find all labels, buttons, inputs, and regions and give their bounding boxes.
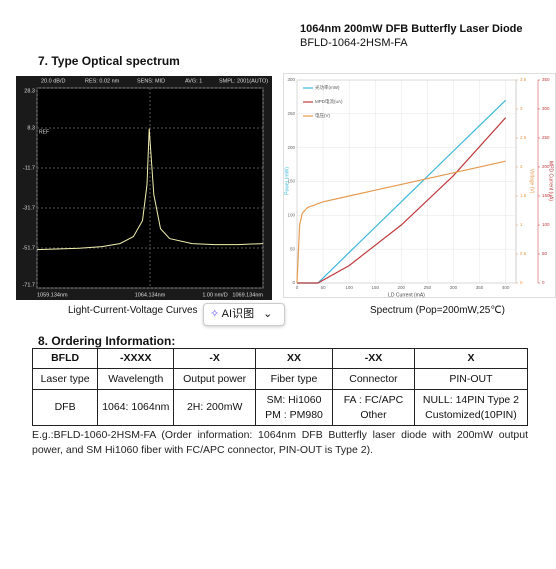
x-tick-label: 0 bbox=[296, 285, 299, 290]
y3-tick-label: 50 bbox=[542, 251, 548, 256]
table-cell: -XXXX bbox=[97, 348, 175, 369]
y2-tick-label: 0.5 bbox=[520, 251, 527, 256]
table-cell: X bbox=[413, 348, 529, 369]
legend-label: MPD电流(uA) bbox=[315, 98, 343, 105]
table-cell: BFLD bbox=[31, 348, 99, 369]
y-tick-label: -11.7 bbox=[23, 165, 35, 171]
x-tick-label: 150 bbox=[371, 285, 379, 290]
x-tick-label: 400 bbox=[502, 285, 510, 290]
y2-tick-label: 3.5 bbox=[520, 77, 527, 82]
order-table: BFLD -XXXX -X XX -XX X Laser type Wavelength Out… bbox=[31, 348, 529, 426]
table-cell: Wavelength bbox=[97, 368, 175, 390]
info-label: SMPL: 2001(AUTO) bbox=[219, 78, 268, 84]
y-tick-label: 50 bbox=[290, 246, 296, 251]
liv-chart: 0 50 100 150 200 250 300 350 4000501001502002503… bbox=[283, 73, 556, 298]
part-number: BFLD-1064-2HSM-FA bbox=[300, 37, 408, 49]
y2-axis-title: Voltage (V) bbox=[529, 169, 535, 194]
caption: Spectrum (Pop=200mW,25℃) bbox=[370, 305, 505, 316]
y-tick-label: -31.7 bbox=[22, 205, 35, 211]
table-cell: PIN-OUT bbox=[413, 368, 529, 390]
table-cell: 1064: 1064nm bbox=[97, 389, 175, 426]
table-row: BFLD -XXXX -X XX -XX X bbox=[31, 348, 529, 369]
y-tick-label: -51.7 bbox=[22, 245, 35, 251]
section-heading: 7. Type Optical spectrum bbox=[38, 54, 180, 68]
info-label: RES: 0.02 nm bbox=[85, 78, 120, 84]
spectrum-chart: 20.0 dB/D RES: 0.02 nm SENS: MID AVG: 1 SMPL… bbox=[16, 76, 272, 300]
table-cell: Connector bbox=[332, 368, 415, 390]
x-tick-label: 250 bbox=[424, 285, 432, 290]
y2-tick-label: 2 bbox=[520, 164, 523, 169]
table-cell: Laser type bbox=[31, 368, 99, 390]
y2-tick-label: 3 bbox=[520, 106, 523, 111]
legend-label: 光功率(mW) bbox=[315, 84, 340, 91]
data-line bbox=[297, 117, 507, 284]
y-tick-label: 250 bbox=[287, 111, 295, 116]
y-tick-label: 150 bbox=[287, 179, 295, 184]
span-label: 1.00 nm/D bbox=[202, 292, 227, 298]
ai-button-label: AI识图 bbox=[221, 308, 255, 320]
y-tick-label: 28.3 bbox=[24, 88, 35, 94]
legend-label: 电压(V) bbox=[315, 112, 330, 119]
caption: Light-Current-Voltage Curves bbox=[68, 305, 198, 316]
info-label: AVG: 1 bbox=[185, 78, 202, 84]
table-cell: SM: Hi1060 PM : PM980 bbox=[255, 389, 334, 426]
y-tick-label: 200 bbox=[287, 145, 295, 150]
y-tick-label: 0 bbox=[292, 280, 295, 285]
x-tick-label: 100 bbox=[345, 285, 353, 290]
y-tick-label: 300 bbox=[287, 77, 295, 82]
y-tick-label: 8.3 bbox=[27, 125, 35, 131]
table-cell: NULL: 14PIN Type 2 Customized(10PIN) bbox=[413, 389, 529, 426]
table-cell: Output power bbox=[173, 368, 257, 390]
table-cell: -XX bbox=[332, 348, 415, 369]
x-tick-label: 300 bbox=[450, 285, 458, 290]
y2-tick-label: 1 bbox=[520, 222, 523, 227]
table-cell: 2H: 200mW bbox=[173, 389, 257, 426]
x-tick-label: 50 bbox=[321, 285, 327, 290]
ai-button[interactable]: ✧ AI识图 ⌄ bbox=[203, 303, 285, 326]
doc-title: 1064nm 200mW DFB Butterfly Laser Diode bbox=[300, 23, 523, 35]
info-label: 20.0 dB/D bbox=[41, 78, 65, 84]
y3-tick-label: 100 bbox=[542, 222, 550, 227]
y3-tick-label: 250 bbox=[542, 135, 550, 140]
x-tick-label: 350 bbox=[476, 285, 484, 290]
y3-tick-label: 150 bbox=[542, 193, 550, 198]
data-line bbox=[296, 160, 506, 284]
y3-tick-label: 300 bbox=[542, 106, 550, 111]
y2-tick-label: 1.5 bbox=[520, 193, 527, 198]
example-text: E.g.:BFLD-1060-2HSM-FA (Order informatio… bbox=[32, 429, 528, 456]
section-heading: 8. Ordering Information: bbox=[38, 334, 176, 348]
table-cell: -X bbox=[173, 348, 257, 369]
table-cell: DFB bbox=[31, 389, 99, 426]
x-tick-label: 1069.134nm bbox=[232, 292, 263, 298]
table-row: DFB 1064: 1064nm 2H: 200mW SM: Hi1060 PM : … bbox=[31, 389, 529, 426]
y3-tick-label: 0 bbox=[542, 280, 545, 285]
table-cell: FA : FC/APC Other bbox=[332, 389, 415, 426]
y3-axis-title: MPD Current (uA) bbox=[548, 161, 554, 201]
x-tick-label: 1064.134nm bbox=[135, 292, 166, 298]
y2-tick-label: 2.5 bbox=[520, 135, 527, 140]
info-label: SENS: MID bbox=[137, 78, 165, 84]
y2-tick-label: 0 bbox=[520, 280, 523, 285]
x-axis-title: LD Current (mA) bbox=[388, 292, 425, 298]
table-cell: XX bbox=[255, 348, 334, 369]
x-tick-label: 1059.134nm bbox=[37, 292, 68, 298]
y3-tick-label: 350 bbox=[542, 77, 550, 82]
ref-label: REF bbox=[39, 129, 49, 135]
x-tick-label: 200 bbox=[398, 285, 406, 290]
data-line bbox=[36, 128, 264, 251]
y-tick-label: 100 bbox=[287, 213, 295, 218]
table-row: Laser type Wavelength Output power Fiber ty… bbox=[31, 368, 529, 390]
y3-tick-label: 200 bbox=[542, 164, 550, 169]
y-axis-title: Power (mW) bbox=[284, 167, 290, 195]
y-tick-label: -71.7 bbox=[22, 282, 35, 288]
table-cell: Fiber type bbox=[255, 368, 334, 390]
